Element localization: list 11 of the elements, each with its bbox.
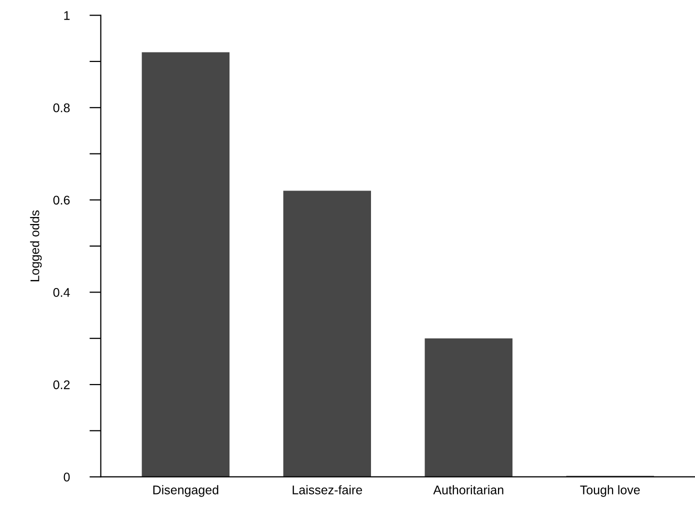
y-tick-label: 0.8 — [53, 103, 70, 112]
y-tick-label: 0.6 — [53, 196, 70, 205]
y-tick-label: 1 — [64, 11, 70, 20]
y-axis-title: Logged odds — [30, 210, 42, 282]
y-tick-label: 0 — [64, 472, 70, 482]
x-tick-label: Authoritarian — [433, 485, 504, 494]
x-tick-label: Laissez-faire — [292, 485, 362, 494]
x-tick-label: Disengaged — [153, 485, 218, 497]
y-tick-label: 0.2 — [53, 380, 70, 390]
y-tick-label: 0.4 — [53, 288, 70, 297]
x-tick-label: Tough love — [580, 485, 640, 497]
